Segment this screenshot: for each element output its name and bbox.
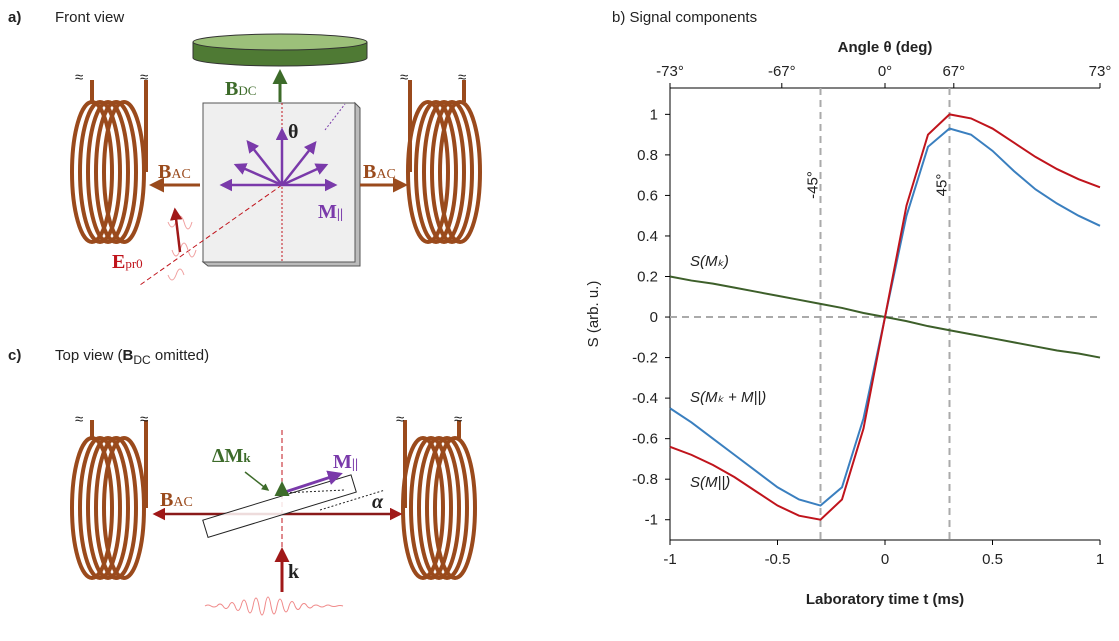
x2-tick-label: 0° [878, 63, 892, 80]
break-mark: ≈ [75, 411, 83, 428]
arrow [281, 470, 343, 495]
x-axis-label: Laboratory time t (ms) [806, 591, 964, 608]
y-tick-label: -0.8 [632, 471, 658, 488]
coil [70, 80, 148, 244]
y-tick-label: -0.4 [632, 390, 658, 407]
panel-title: Front view [55, 9, 124, 26]
x-tick-label: -1 [663, 551, 676, 568]
label: M|| [333, 451, 358, 473]
pointer [244, 471, 270, 491]
break-mark: ≈ [454, 411, 462, 428]
cell [202, 474, 357, 539]
y-axis-label: S (arb. u.) [585, 281, 602, 348]
y-tick-label: -0.6 [632, 431, 658, 448]
panel-c: c) Top view (BDC omitted) ≈ ≈ ≈ ≈ ΔMk M|… [8, 347, 477, 616]
label: k [288, 561, 300, 583]
coil [401, 420, 477, 580]
pulse [167, 215, 197, 281]
label: Epr0 [112, 251, 143, 273]
break-mark: ≈ [396, 411, 404, 428]
label: M|| [318, 201, 343, 223]
label: ΔMk [212, 445, 251, 467]
break-mark: ≈ [75, 69, 83, 86]
label: BAC [363, 161, 396, 183]
chart: b) Signal components Angle θ (deg) Labor… [585, 9, 1111, 608]
label: BAC [158, 161, 191, 183]
coil [406, 80, 482, 244]
label: α [372, 491, 384, 513]
break-mark: ≈ [140, 411, 148, 428]
y-tick-label: 0.4 [637, 228, 658, 245]
label: θ [288, 121, 298, 143]
coil [70, 420, 148, 580]
y-tick-label: 0 [650, 309, 658, 326]
x-tick-label: -0.5 [765, 551, 791, 568]
series-label: S(M||) [690, 474, 730, 491]
x2-tick-label: 73° [1089, 63, 1112, 80]
label: BAC [160, 489, 193, 511]
series-line [669, 113, 1101, 521]
chart-title: b) Signal components [612, 9, 757, 26]
y-tick-label: -0.2 [632, 350, 658, 367]
x-tick-label: 0 [881, 551, 889, 568]
x-tick-label: 1 [1096, 551, 1104, 568]
x2-tick-label: -67° [768, 63, 796, 80]
beam [139, 184, 283, 286]
series-label: S(Mₖ + M||) [690, 389, 766, 406]
magnet-top [192, 33, 368, 51]
axis [281, 489, 346, 494]
y-tick-label: -1 [645, 512, 658, 529]
x2-axis-label: Angle θ (deg) [838, 39, 933, 56]
break-mark: ≈ [400, 69, 408, 86]
y-tick-label: 0.6 [637, 187, 658, 204]
panel-letter: c) [8, 347, 21, 364]
break-mark: ≈ [140, 69, 148, 86]
x2-tick-label: -73° [656, 63, 684, 80]
x2-tick-label: 67° [942, 63, 965, 80]
magnetization-arrows [219, 127, 338, 192]
reference-label: 45° [934, 174, 951, 197]
panel-a: a) Front view ≈ ≈ ≈ ≈ BDC θ M|| [8, 9, 482, 286]
arrow [169, 207, 183, 253]
y-tick-label: 1 [650, 106, 658, 123]
axis [319, 489, 386, 511]
y-tick-label: 0.8 [637, 147, 658, 164]
series-label: S(Mₖ) [690, 253, 729, 270]
axis [324, 103, 346, 131]
panel-letter: a) [8, 9, 21, 26]
x-tick-label: 0.5 [982, 551, 1003, 568]
reference-label: -45° [805, 171, 822, 199]
pulse [204, 596, 344, 616]
label: BDC [225, 78, 256, 100]
break-mark: ≈ [458, 69, 466, 86]
panel-title: Top view (BDC omitted) [55, 347, 209, 367]
y-tick-label: 0.2 [637, 269, 658, 286]
